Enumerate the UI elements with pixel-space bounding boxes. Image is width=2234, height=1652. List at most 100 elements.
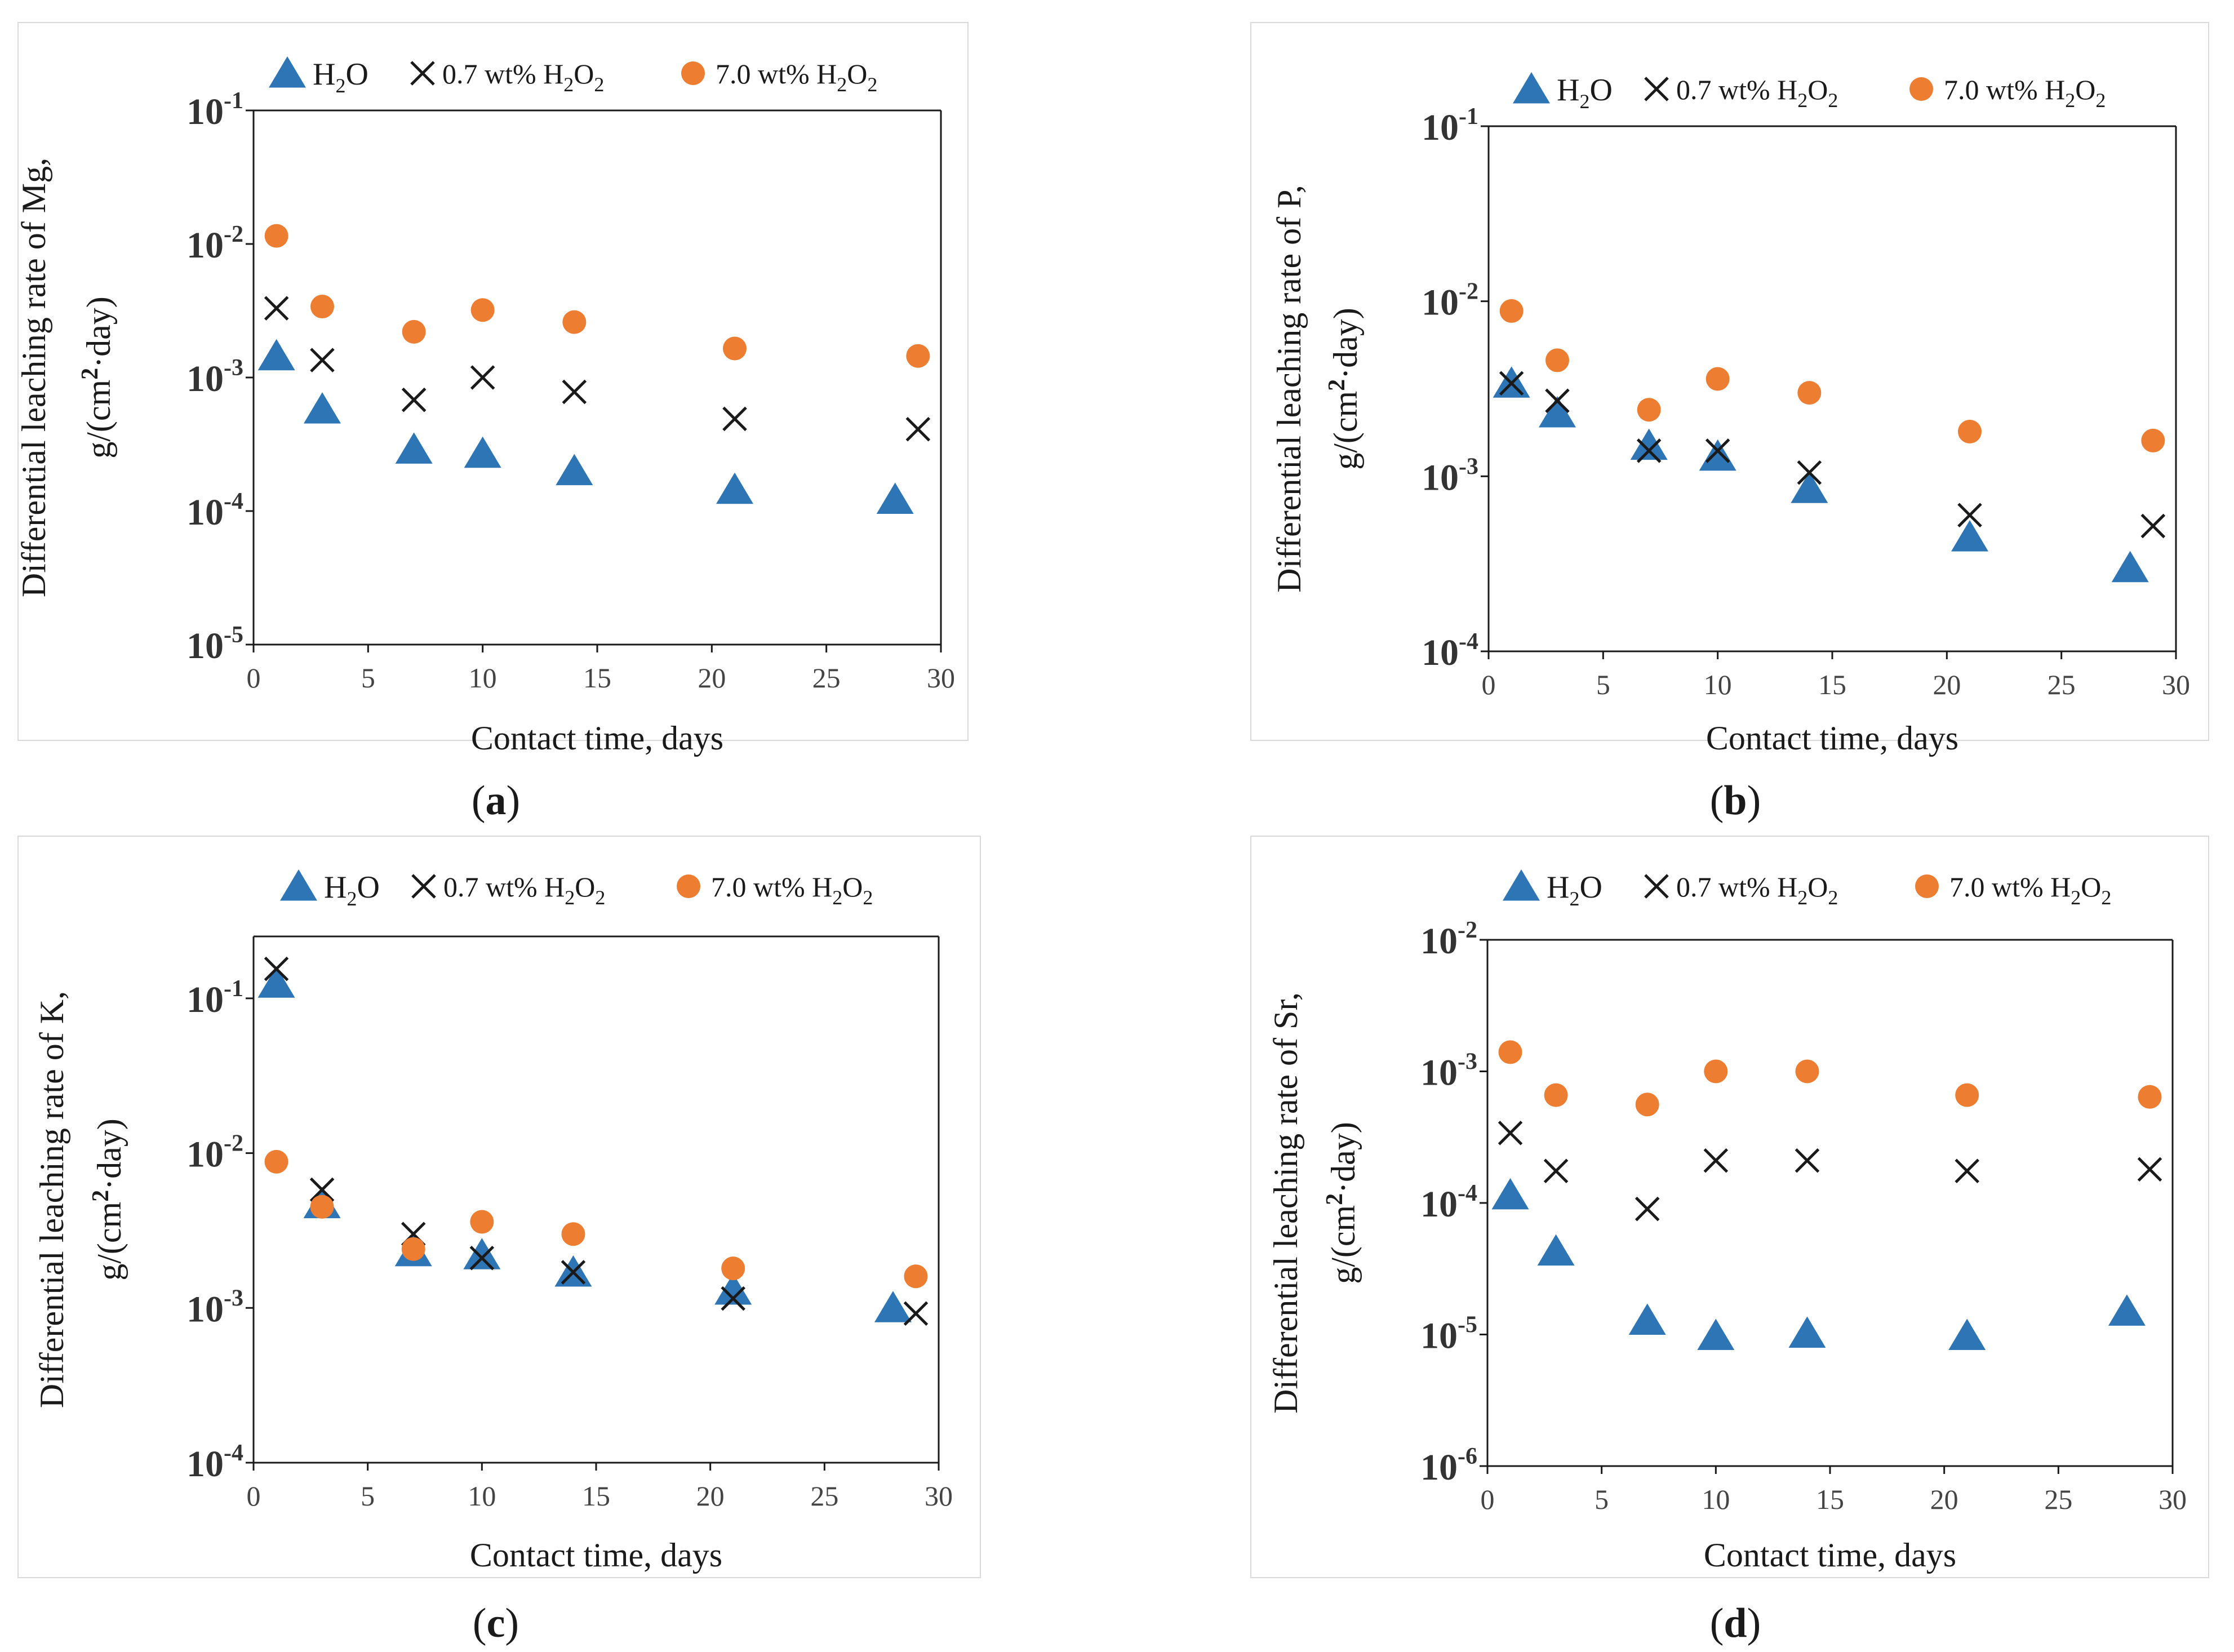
series-circle (1498, 1040, 2162, 1117)
marker-circle (562, 310, 587, 334)
marker-circle (1797, 381, 1822, 405)
panel-frame (17, 836, 981, 1578)
x-tick-label: 10 (469, 662, 497, 694)
marker-triangle (716, 472, 753, 504)
tick-base: 10 (1420, 1447, 1458, 1488)
tick-base: 10 (1420, 1316, 1458, 1357)
marker-triangle (1503, 869, 1540, 901)
text-span: 7.0 wt% H (716, 58, 837, 90)
text-span: H (313, 57, 335, 92)
marker-triangle (1951, 520, 1988, 552)
tick-base: 10 (1422, 457, 1459, 498)
y-tick-label: 10-2 (186, 221, 243, 266)
x-tick-label: 25 (2044, 1484, 2072, 1515)
subscript: 2 (2065, 89, 2075, 112)
subscript: 2 (347, 887, 357, 910)
marker-triangle (1539, 396, 1576, 428)
panel-frame (17, 22, 969, 741)
y-tick-label: 10-3 (1422, 454, 1478, 498)
marker-triangle (1699, 439, 1736, 471)
y-axis-title-line2: g/(cm2·day) (88, 1118, 128, 1281)
series-x (1498, 1121, 2162, 1222)
series-x (264, 296, 931, 442)
tick-exponent: -3 (1459, 454, 1478, 479)
marker-triangle (1630, 428, 1668, 460)
marker-x (411, 874, 436, 899)
marker-circle (1545, 348, 1569, 372)
marker-triangle (464, 436, 501, 468)
subscript: 2 (594, 73, 604, 96)
marker-x (1543, 1158, 1569, 1184)
caption-paren: ( (1710, 1600, 1724, 1646)
marker-x (2140, 513, 2166, 539)
tick-exponent: -1 (1459, 104, 1478, 130)
y-tick-label: 10-5 (1420, 1312, 1477, 1357)
caption-paren: ) (505, 1600, 519, 1646)
marker-circle (2141, 428, 2165, 452)
x-axis-title: Contact time, days (470, 1536, 722, 1574)
marker-x (1957, 503, 1982, 528)
series-x (1499, 371, 2166, 539)
marker-circle (1706, 367, 1730, 391)
marker-circle (1635, 1093, 1659, 1117)
tick-exponent: -5 (224, 622, 243, 648)
text-span: H (1557, 73, 1579, 108)
y-axis-title-line2: g/(cm2·day) (77, 296, 117, 459)
x-tick-label: 15 (583, 662, 611, 694)
tick-exponent: -4 (224, 489, 243, 514)
tick-exponent: -4 (224, 1440, 243, 1466)
x-tick-label: 15 (1818, 669, 1846, 700)
x-tick-label: 10 (1702, 1484, 1730, 1515)
legend: H2O 0.7 wt% H2O2 7.0 wt% H2O2 (1503, 869, 2111, 910)
y-axis-title-line1: Differential leaching rate of Sr, (1267, 992, 1304, 1414)
marker-x (401, 387, 427, 412)
marker-circle (310, 295, 334, 319)
tick-exponent: -1 (224, 88, 243, 114)
text-span: O (1807, 871, 1828, 903)
unit-superscript: 2 (1324, 379, 1350, 391)
marker-triangle (1788, 1316, 1826, 1348)
x-tick-label: 0 (1481, 1484, 1495, 1515)
legend-label-h2o: H2O (313, 57, 368, 97)
tick-exponent: -2 (224, 1131, 243, 1157)
marker-x (1644, 874, 1669, 899)
unit-part: ·day) (1325, 1122, 1362, 1193)
marker-x (1498, 1121, 1523, 1145)
legend-label-h2o: H2O (1547, 870, 1602, 910)
tick-base: 10 (186, 1444, 224, 1485)
legend-label-h2o2-low: 0.7 wt% H2O2 (1676, 871, 1838, 909)
marker-triangle (257, 966, 295, 998)
panel-caption-c: (c) (473, 1600, 519, 1646)
tick-base: 10 (186, 492, 224, 533)
marker-triangle (556, 454, 593, 486)
y-axis-title-line1: Differential leaching rate of Mg, (15, 158, 52, 597)
marker-circle (310, 1194, 334, 1219)
x-tick-label: 5 (1595, 1484, 1609, 1515)
y-tick-label: 10-2 (186, 1131, 243, 1175)
marker-x (1644, 77, 1669, 101)
marker-circle (2138, 1085, 2162, 1109)
tick-base: 10 (186, 1134, 224, 1175)
tick-exponent: -3 (224, 1285, 243, 1311)
x-tick-label: 0 (247, 662, 261, 694)
marker-x (1795, 1148, 1820, 1173)
legend-label-h2o2-low: 0.7 wt% H2O2 (443, 871, 605, 909)
marker-circle (1915, 874, 1939, 898)
marker-x (410, 61, 435, 86)
x-tick-label: 10 (468, 1480, 496, 1512)
legend-label-h2o2-high: 7.0 wt% H2O2 (1944, 74, 2106, 112)
marker-x (562, 379, 587, 405)
y-tick-label: 10-1 (186, 88, 243, 132)
text-span: H (1547, 870, 1569, 905)
x-tick-label: 0 (1482, 669, 1496, 700)
legend-label-h2o2-low: 0.7 wt% H2O2 (1676, 74, 1838, 112)
legend: H2O 0.7 wt% H2O2 7.0 wt% H2O2 (269, 56, 877, 97)
marker-x (722, 406, 747, 432)
tick-base: 10 (1422, 107, 1459, 148)
unit-part: g/(cm (1325, 1205, 1362, 1284)
subscript: 2 (1797, 886, 1807, 909)
tick-base: 10 (1422, 632, 1459, 673)
marker-x (1635, 1196, 1660, 1222)
y-axis-title-line1: Differential leaching rate of P, (1271, 185, 1308, 593)
